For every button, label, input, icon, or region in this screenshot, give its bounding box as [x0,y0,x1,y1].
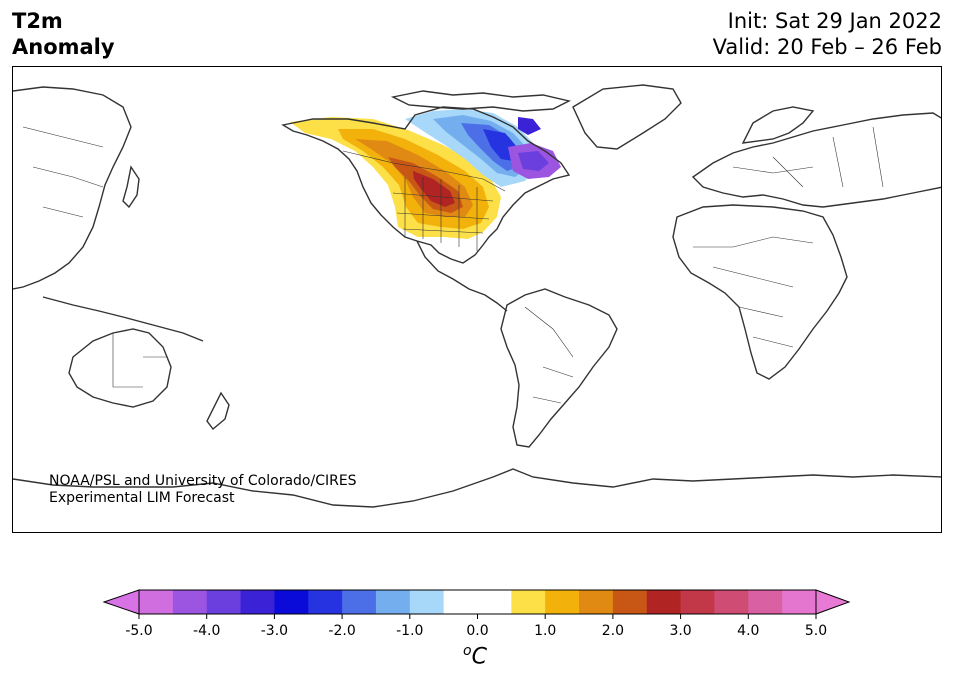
coastline-south-america [500,288,618,448]
border-africa-1 [693,236,814,348]
units-base: C [471,644,487,670]
colorbar-cell [579,590,614,614]
colorbar-tick-label: 3.0 [669,623,691,639]
colorbar-over-arrow [815,589,851,615]
coastline-europe [691,112,941,208]
coastline-greenland [572,84,682,150]
colorbar-tick-label: 2.0 [602,623,624,639]
colorbar-cell [748,590,783,614]
coastline-southeast-asia-islands [42,296,204,342]
colorbar-tick-label: -3.0 [261,623,288,639]
colorbar-tick-label: 0.0 [466,623,488,639]
border-asia-1 [22,126,104,218]
coastlines [13,84,941,508]
colorbar-cell [782,590,817,614]
colorbar-tick-label: -4.0 [193,623,220,639]
colorbar-cell [375,590,411,614]
colorbar-cell [139,590,174,614]
border-australia-1 [112,333,167,388]
colorbar-cell [511,590,546,614]
colorbar-cell [274,590,309,614]
colorbar-cell [443,590,478,614]
coastline-japan [122,165,140,209]
valid-date: Valid: 20 Feb – 26 Feb [712,35,942,59]
colorbar-cell [680,590,715,614]
coastline-antarctica [13,468,941,508]
colorbar-cell [172,590,208,614]
credit-line2: Experimental LIM Forecast [49,490,235,506]
warm-anomaly-red [413,171,455,207]
map-credit: NOAA/PSL and University of Colorado/CIRE… [49,473,357,507]
coastline-africa [672,204,848,380]
coastline-arctic-islands [390,90,572,112]
colorbar-cell [477,590,512,614]
colorbar-cell [409,590,445,614]
anomaly-fill [290,109,561,239]
border-south-america-1 [524,306,574,404]
border-us-canada [342,150,506,192]
colorbar-tick-label: 4.0 [737,623,759,639]
variable-title-line2: Anomaly [12,35,115,59]
colorbar-tick-label: -5.0 [125,623,152,639]
coastline-australia [68,328,172,408]
credit-line1: NOAA/PSL and University of Colorado/CIRE… [49,473,357,489]
border-us-states-1 [404,177,478,251]
variable-title: T2m Anomaly [12,8,115,60]
colorbar-tick-label: -1.0 [396,623,423,639]
colorbar-cell [206,590,242,614]
coastline-east-asia [13,86,132,290]
colorbar-cell [308,590,343,614]
colorbar-cell [646,590,682,614]
units-degree-sup: o [463,643,472,659]
cold-anomaly-deepblue [483,129,517,161]
coastline-new-zealand [206,391,230,431]
colorbar-cell [714,590,749,614]
colorbar-units: oC [463,643,487,669]
cold-anomaly-northeast [518,117,541,135]
coastline-scandinavia [741,106,815,144]
colorbar-ticks: -5.0 -4.0 -3.0 -2.0 -1.0 0.0 1.0 2.0 3.0 4.0 5.0 [125,614,827,639]
init-date: Init: Sat 29 Jan 2022 [727,9,942,33]
cold-anomaly-violet [518,151,549,171]
map-panel [12,66,942,533]
colorbar-cell [342,590,377,614]
border-us-states-2 [392,192,494,234]
colorbar: -5.0 -4.0 -3.0 -2.0 -1.0 0.0 1.0 2.0 3.0 4.0 5.0 [102,589,851,639]
colorbar-tick-label: 5.0 [805,623,827,639]
colorbar-cell [612,590,648,614]
colorbar-cells [102,589,851,615]
borders [22,126,884,404]
colorbar-cell [240,590,275,614]
forecast-dates: Init: Sat 29 Jan 2022 Valid: 20 Feb – 26… [713,8,942,60]
variable-title-line1: T2m [12,9,63,33]
colorbar-tick-label: 1.0 [534,623,556,639]
world-map [13,84,941,508]
colorbar-cell [545,590,580,614]
colorbar-under-arrow [102,589,140,615]
border-europe-1 [732,126,884,188]
colorbar-tick-label: -2.0 [328,623,355,639]
coastline-central-america [416,240,508,312]
